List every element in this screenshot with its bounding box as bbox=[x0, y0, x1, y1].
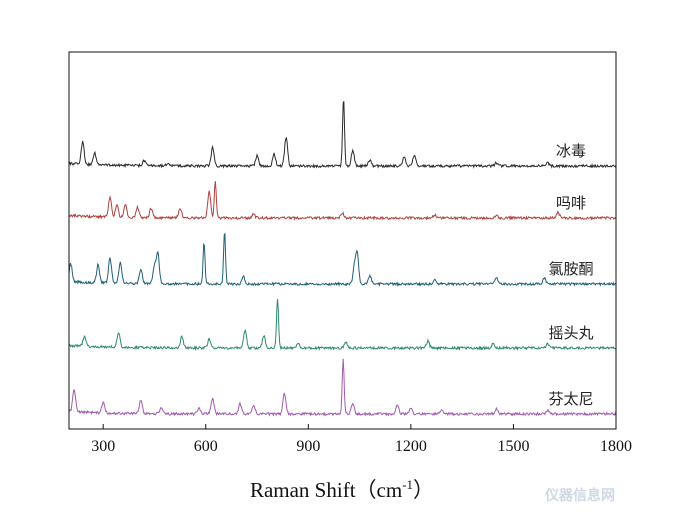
series-label: 氯胺酮 bbox=[548, 260, 593, 278]
spectrum-line bbox=[69, 358, 616, 417]
series-label: 冰毒 bbox=[556, 142, 586, 160]
spectrum-line bbox=[69, 101, 616, 169]
spectrum-line bbox=[69, 232, 616, 287]
plot-frame bbox=[68, 51, 617, 430]
x-tick-label: 1200 bbox=[395, 438, 427, 455]
x-tick-label: 900 bbox=[296, 438, 320, 455]
spectrum-line bbox=[69, 298, 616, 351]
x-tick-label: 1500 bbox=[497, 438, 529, 455]
spectrum-line bbox=[69, 181, 616, 221]
plot-area bbox=[69, 101, 616, 417]
x-axis-ticks: 300 600 900 1200 1500 1800 bbox=[91, 424, 632, 455]
x-tick-label: 1800 bbox=[600, 438, 632, 455]
series-label: 芬太尼 bbox=[548, 390, 593, 408]
x-tick-label: 600 bbox=[194, 438, 218, 455]
x-tick-label: 300 bbox=[91, 438, 115, 455]
series-label: 摇头丸 bbox=[548, 324, 593, 342]
series-label: 吗啡 bbox=[556, 194, 586, 212]
watermark-text: 仪器信息网 bbox=[544, 487, 615, 504]
x-axis-title: Raman Shift（cm-1） bbox=[250, 477, 434, 502]
